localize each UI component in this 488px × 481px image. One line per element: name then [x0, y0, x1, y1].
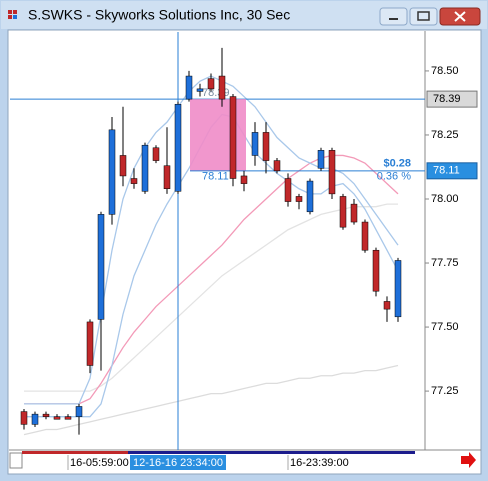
y-tick-label: 77.75 [431, 257, 459, 269]
measure-change: $0.28 [383, 158, 411, 170]
candle-body [273, 160, 281, 172]
candle-body [295, 196, 303, 202]
candle-body [229, 96, 237, 179]
close-button[interactable] [439, 7, 481, 26]
candle-body [317, 150, 325, 169]
candle-body [31, 413, 39, 425]
maximize-button[interactable] [409, 7, 438, 26]
candle-body [174, 103, 182, 192]
y-tick-label: 78.25 [431, 129, 459, 141]
candle-body [152, 147, 160, 161]
candle-body [42, 413, 50, 417]
x-tick-label: 16-05:59:00 [70, 457, 129, 469]
y-tick-label: 77.50 [431, 321, 459, 333]
y-tick-label: 78.50 [431, 65, 459, 77]
candle-body [306, 180, 314, 213]
scroll-right-arrow[interactable] [461, 452, 476, 468]
measure-end-label: 78.11 [202, 171, 229, 183]
y-tick-label: 78.00 [431, 193, 459, 205]
candle-body [196, 88, 204, 92]
y-tick-label: 77.25 [431, 385, 459, 397]
measure-change-pct: 0.36 % [377, 171, 411, 183]
candle-body [284, 178, 292, 202]
indicator-line [24, 203, 398, 392]
measure-box [190, 99, 246, 171]
candle-body [394, 260, 402, 318]
scroll-track-red [22, 451, 128, 454]
indicator-line [24, 154, 399, 405]
app-icon [8, 10, 17, 19]
candle-body [20, 411, 28, 425]
candle-body [86, 321, 94, 366]
indicator-line [23, 364, 399, 436]
candle-body [240, 175, 248, 184]
plot: 78.50 78.25 78.00 77.75 77.50 77.25 78.39 78.11… [10, 32, 478, 470]
candle-body [53, 416, 61, 420]
crosshair-price-box [426, 90, 478, 108]
candle-body [75, 406, 83, 417]
candle-body [218, 75, 226, 100]
scroll-box[interactable] [9, 452, 23, 469]
candle-body [350, 203, 358, 223]
window-title: S.SWKS - Skyworks Solutions Inc, 30 Sec [28, 7, 290, 23]
candle-body [251, 132, 259, 156]
measure-start-label: 78.39 [202, 87, 230, 99]
candle-body [361, 221, 369, 251]
candle-body [207, 78, 215, 90]
candle-body [130, 178, 138, 184]
candle-body [372, 249, 380, 292]
candle-body [163, 165, 171, 190]
candle-body [97, 214, 105, 320]
candle-body [108, 129, 116, 215]
candle-body [185, 75, 193, 100]
scroll-track-blue [128, 451, 415, 454]
candle-body [328, 150, 336, 195]
price-line-label: 78.11 [433, 165, 460, 177]
price-line-box [426, 162, 478, 180]
candle-body [339, 196, 347, 228]
crosshair-price-label: 78.39 [433, 93, 461, 105]
x-tick-label: 16-23:39:00 [290, 457, 349, 469]
x-tick-label: 12-16-16 23:34:00 [133, 457, 223, 469]
candle-body [383, 301, 391, 310]
minimize-button[interactable] [379, 7, 408, 26]
candle-body [141, 144, 149, 192]
crosshair-time-box [130, 455, 226, 470]
candle-body [262, 132, 270, 161]
candle-body [119, 155, 127, 177]
candle-body [64, 416, 72, 420]
